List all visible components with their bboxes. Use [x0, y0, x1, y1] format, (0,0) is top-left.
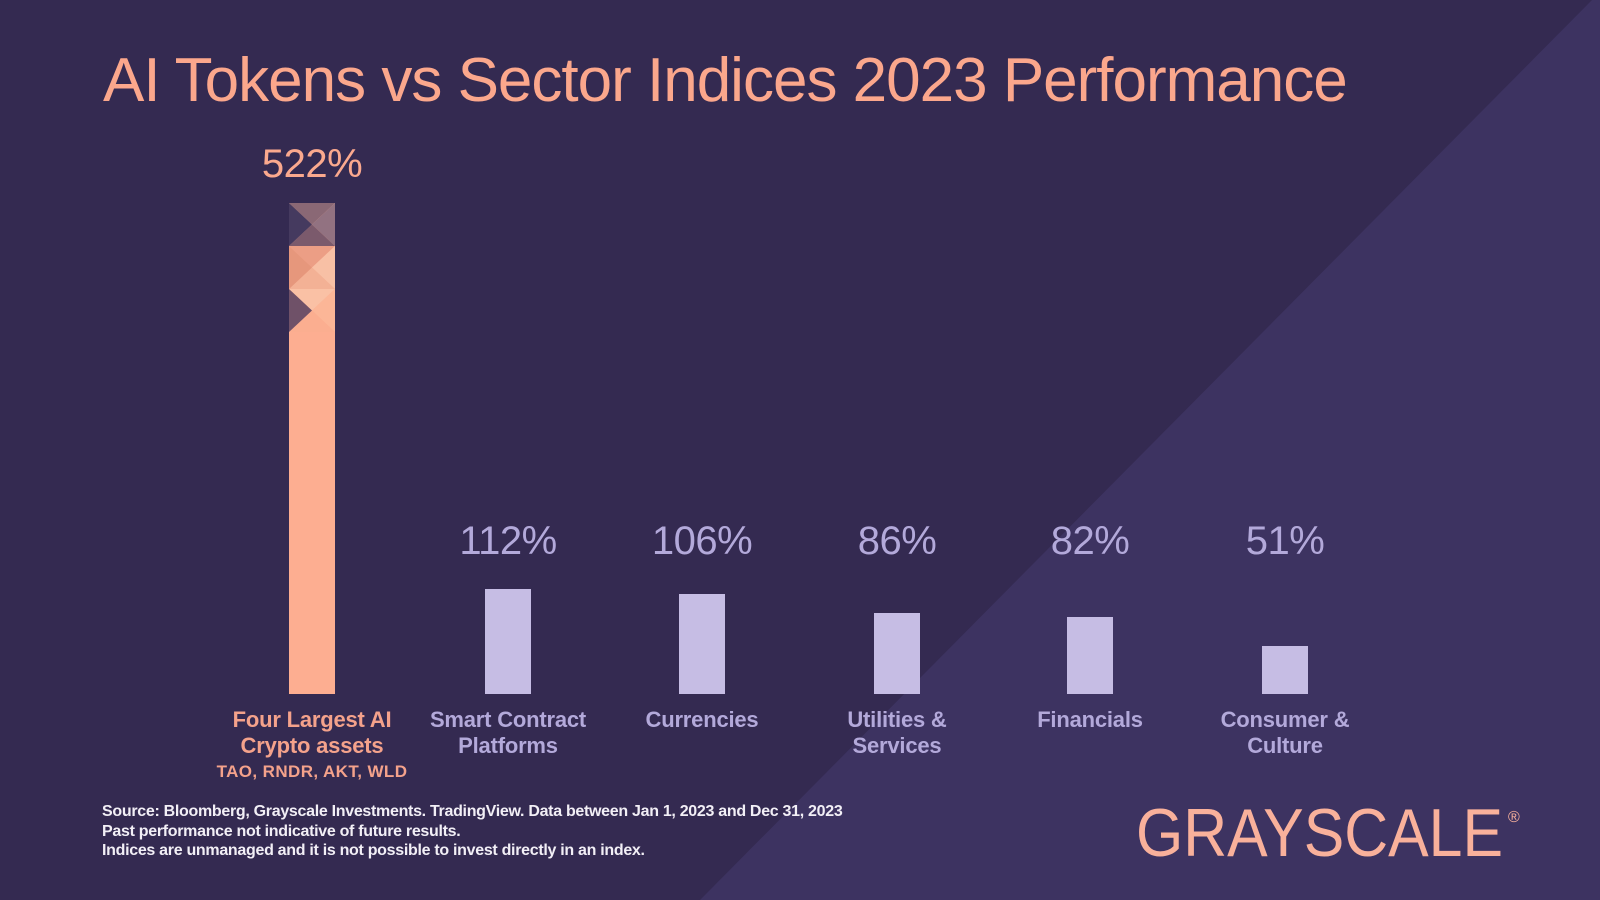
ticker-sublabel-ai-crypto-assets: TAO, RNDR, AKT, WLD: [216, 762, 408, 781]
category-label-line: Consumer &: [1220, 707, 1350, 732]
category-label-smart-contract-platforms: Smart Contract Platforms: [378, 707, 638, 759]
category-label-line: Culture: [1247, 733, 1323, 758]
source-disclaimer: Source: Bloomberg, Grayscale Investments…: [102, 802, 843, 861]
facet-triangle: [289, 246, 335, 268]
category-label-line: Four Largest AI: [232, 707, 392, 732]
facet-triangle: [289, 267, 335, 289]
facet-triangle: [289, 289, 335, 311]
footer-disclaimer-line-2: Indices are unmanaged and it is not poss…: [102, 842, 645, 859]
grayscale-logo-text: GRAYSCALE: [1136, 795, 1503, 871]
category-label-ai-crypto-assets: Four Largest AI Crypto assets: [182, 707, 442, 759]
grayscale-logo: GRAYSCALE ®: [1136, 795, 1520, 871]
category-label-line: Crypto assets: [240, 733, 384, 758]
value-label-ai-crypto-assets: 522%: [261, 142, 363, 186]
bar-utilities-services: [874, 613, 920, 694]
value-label-utilities-services: 86%: [857, 519, 937, 563]
value-label-consumer-culture: 51%: [1245, 519, 1325, 563]
registered-trademark-icon: ®: [1508, 809, 1520, 826]
facet-triangle: [312, 203, 335, 246]
category-label-currencies: Currencies: [572, 707, 832, 733]
value-label-smart-contract-platforms: 112%: [459, 519, 557, 563]
bar-currencies: [679, 594, 725, 694]
bar-ai-crypto-assets: [289, 203, 335, 694]
category-label-line: Smart Contract: [429, 707, 587, 732]
bar-smart-contract-platforms: [485, 589, 531, 694]
bar-financials: [1067, 617, 1113, 694]
category-label-financials: Financials: [960, 707, 1220, 733]
category-label-line: Financials: [1037, 707, 1143, 732]
category-label-line: Utilities &: [847, 707, 947, 732]
category-label-line: Services: [852, 733, 942, 758]
category-label-consumer-culture: Consumer & Culture: [1155, 707, 1415, 759]
facet-triangle: [289, 246, 312, 289]
category-label-line: Platforms: [458, 733, 558, 758]
category-label-line: Currencies: [645, 707, 759, 732]
facet-triangle: [289, 310, 335, 332]
value-label-currencies: 106%: [651, 519, 753, 563]
category-label-utilities-services: Utilities & Services: [767, 707, 1027, 759]
bar-facet-pattern: [289, 203, 335, 332]
footer-disclaimer-line-1: Past performance not indicative of futur…: [102, 822, 461, 840]
facet-triangle: [312, 289, 335, 332]
value-label-financials: 82%: [1050, 519, 1130, 563]
facet-triangle: [289, 224, 335, 246]
facet-triangle: [289, 203, 312, 246]
facet-triangle: [312, 246, 335, 289]
footer-source-line: Source: Bloomberg, Grayscale Investments…: [102, 803, 843, 820]
chart-title: AI Tokens vs Sector Indices 2023 Perform…: [103, 46, 1348, 115]
bar-consumer-culture: [1262, 646, 1308, 694]
facet-triangle: [289, 289, 312, 332]
facet-triangle: [289, 203, 335, 225]
